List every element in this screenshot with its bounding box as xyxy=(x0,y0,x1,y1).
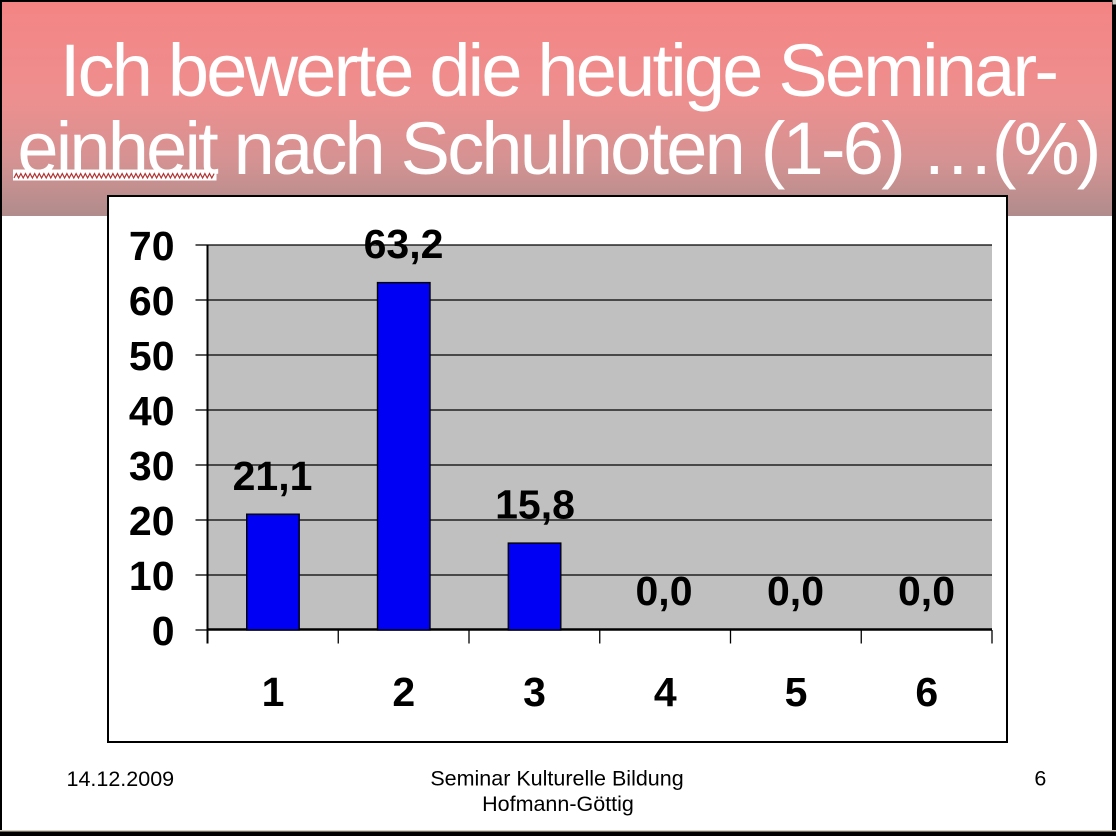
svg-text:6: 6 xyxy=(1034,767,1046,791)
svg-text:21,1: 21,1 xyxy=(233,453,313,499)
svg-text:0,0: 0,0 xyxy=(898,568,955,614)
svg-text:2: 2 xyxy=(392,669,415,715)
svg-text:14.12.2009: 14.12.2009 xyxy=(67,767,175,791)
svg-text:4: 4 xyxy=(654,669,677,715)
svg-text:0,0: 0,0 xyxy=(767,568,824,614)
svg-text:Hofmann-Göttig: Hofmann-Göttig xyxy=(482,792,634,816)
svg-text:40: 40 xyxy=(129,388,175,434)
svg-text:5: 5 xyxy=(785,669,808,715)
svg-text:63,2: 63,2 xyxy=(364,221,444,267)
svg-text:1: 1 xyxy=(262,669,285,715)
svg-text:3: 3 xyxy=(523,669,546,715)
svg-text:50: 50 xyxy=(129,333,175,379)
svg-text:Seminar Kulturelle Bildung: Seminar Kulturelle Bildung xyxy=(430,767,683,791)
svg-text:20: 20 xyxy=(129,498,175,544)
svg-text:60: 60 xyxy=(129,278,175,324)
svg-text:0: 0 xyxy=(152,608,175,654)
svg-text:70: 70 xyxy=(129,223,175,269)
svg-text:6: 6 xyxy=(915,669,938,715)
svg-text:30: 30 xyxy=(129,443,175,489)
svg-text:15,8: 15,8 xyxy=(495,482,575,528)
svg-text:10: 10 xyxy=(129,553,175,599)
svg-text:0,0: 0,0 xyxy=(636,568,693,614)
svg-text:Ich bewerte die heutige Semina: Ich bewerte die heutige Seminar- xyxy=(60,29,1056,112)
